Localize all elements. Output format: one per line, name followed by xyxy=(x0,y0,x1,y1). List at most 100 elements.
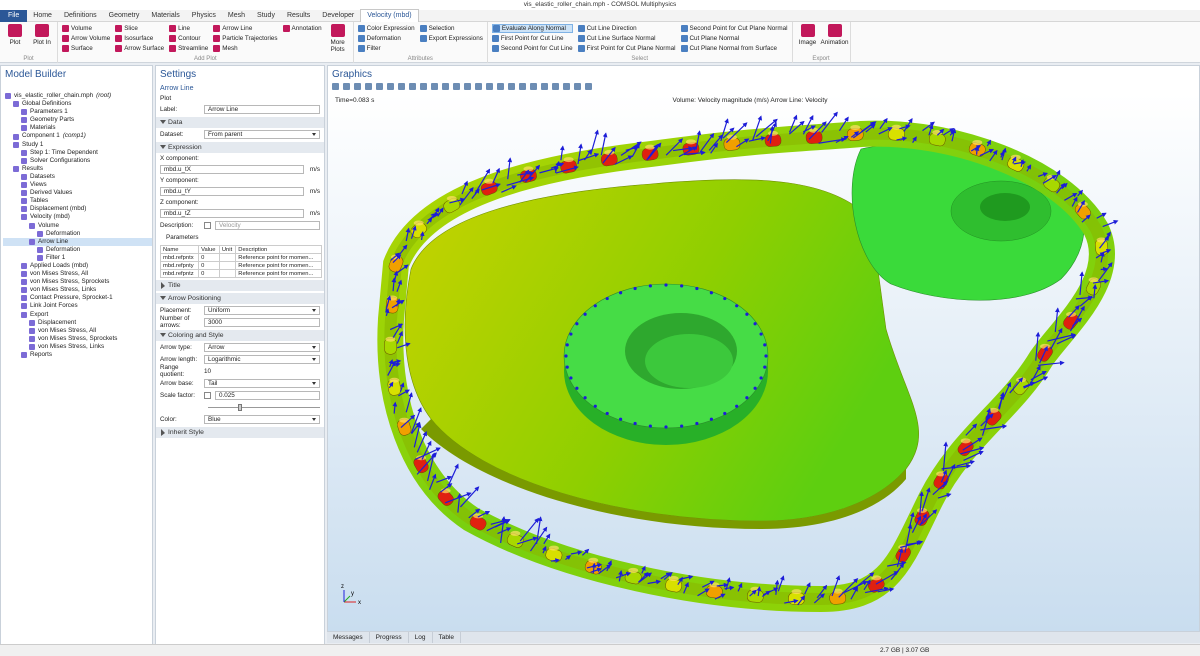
tool-icon[interactable] xyxy=(387,83,394,90)
checkbox[interactable] xyxy=(204,391,211,399)
bottom-tab[interactable]: Table xyxy=(433,632,462,643)
tool-icon[interactable] xyxy=(431,83,438,90)
section-header[interactable]: Coloring and Style xyxy=(156,330,324,341)
ribbon-item[interactable]: First Point for Cut Plane Normal xyxy=(577,44,676,53)
dropdown[interactable]: Blue xyxy=(204,414,320,424)
text-field[interactable]: Arrow Line xyxy=(204,104,320,114)
bottom-tab[interactable]: Log xyxy=(409,632,433,643)
ribbon-item[interactable]: Second Point for Cut Line xyxy=(491,44,573,53)
tool-icon[interactable] xyxy=(343,83,350,90)
tool-icon[interactable] xyxy=(508,83,515,90)
checkbox[interactable] xyxy=(204,221,211,229)
ribbon-item[interactable]: Cut Line Direction xyxy=(577,24,676,33)
tree-node[interactable]: Export xyxy=(3,311,152,319)
dropdown[interactable]: Logarithmic xyxy=(204,354,320,364)
ribbon-item[interactable]: Mesh xyxy=(213,44,277,53)
tool-icon[interactable] xyxy=(420,83,427,90)
ribbon-item[interactable]: Export Expressions xyxy=(419,34,483,43)
bottom-tab[interactable]: Progress xyxy=(370,632,409,643)
tool-icon[interactable] xyxy=(486,83,493,90)
tree-node[interactable]: Datasets xyxy=(3,173,152,181)
tool-icon[interactable] xyxy=(332,83,339,90)
tool-icon[interactable] xyxy=(530,83,537,90)
ribbon-tab[interactable]: Geometry xyxy=(108,11,140,19)
tree-node[interactable]: Parameters 1 xyxy=(3,108,152,116)
tree-node[interactable]: Volume xyxy=(3,222,152,230)
ribbon-tab[interactable]: Home xyxy=(33,11,52,19)
tree-node[interactable]: vis_elastic_roller_chain.mph (root) xyxy=(3,92,152,100)
section-header[interactable]: Expression xyxy=(156,142,324,153)
ribbon-button[interactable]: Plot In xyxy=(31,24,53,53)
tool-icon[interactable] xyxy=(519,83,526,90)
ribbon-item[interactable]: Evaluate Along Normal xyxy=(491,24,573,33)
tool-icon[interactable] xyxy=(442,83,449,90)
tree-node[interactable]: von Mises Stress, Sprockets xyxy=(3,278,152,286)
tree-node[interactable]: Velocity (mbd) xyxy=(3,213,152,221)
dropdown[interactable]: Tail xyxy=(204,378,320,388)
tree-node[interactable]: Study 1 xyxy=(3,141,152,149)
ribbon-item[interactable]: Cut Plane Normal from Surface xyxy=(680,44,788,53)
tree-node[interactable]: Displacement (mbd) xyxy=(3,205,152,213)
section-header[interactable]: Data xyxy=(156,117,324,128)
tool-icon[interactable] xyxy=(475,83,482,90)
settings-toolbar[interactable]: Plot xyxy=(160,95,172,102)
bottom-tab[interactable]: Messages xyxy=(327,632,370,643)
tree-node[interactable]: Tables xyxy=(3,197,152,205)
ribbon-tab[interactable]: Study xyxy=(257,11,275,19)
dropdown[interactable]: Uniform xyxy=(204,305,320,315)
ribbon-item[interactable]: Cut Line Surface Normal xyxy=(577,34,676,43)
ribbon-item[interactable]: Contour xyxy=(169,34,208,43)
tree-node[interactable]: Link Joint Forces xyxy=(3,302,152,310)
tree-node[interactable]: Global Definitions xyxy=(3,100,152,108)
tree-node[interactable]: Materials xyxy=(3,124,152,132)
tree-node[interactable]: Step 1: Time Dependent xyxy=(3,149,152,157)
tool-icon[interactable] xyxy=(365,83,372,90)
text-field[interactable]: 0.025 xyxy=(215,390,320,400)
ribbon-item[interactable]: Particle Trajectories xyxy=(213,34,278,43)
ribbon-item[interactable]: Arrow Volume xyxy=(62,34,110,43)
tree-node[interactable]: von Mises Stress, All xyxy=(3,327,152,335)
ribbon-tab[interactable]: Results xyxy=(286,11,311,19)
ribbon-item[interactable]: Slice xyxy=(115,24,164,33)
tree-node[interactable]: Component 1 (comp1) xyxy=(3,132,152,140)
tree-node[interactable]: Deformation xyxy=(3,246,152,254)
section-header[interactable]: Arrow Positioning xyxy=(156,293,324,304)
tool-icon[interactable] xyxy=(552,83,559,90)
tree-node[interactable]: Filter 1 xyxy=(3,254,152,262)
ribbon-tab[interactable]: Developer xyxy=(322,11,355,19)
tree-node[interactable]: Derived Values xyxy=(3,189,152,197)
tool-icon[interactable] xyxy=(497,83,504,90)
ribbon-item[interactable]: First Point for Cut Line xyxy=(491,34,573,43)
ribbon-button[interactable]: Animation xyxy=(821,24,849,53)
tree-node[interactable]: Displacement xyxy=(3,319,152,327)
ribbon-tab[interactable]: Mesh xyxy=(227,11,246,19)
ribbon-item[interactable]: Line xyxy=(169,24,208,33)
ribbon-tab[interactable]: Definitions xyxy=(63,11,97,19)
ribbon-tab[interactable]: Materials xyxy=(151,11,180,19)
tree-node[interactable]: Geometry Parts xyxy=(3,116,152,124)
ribbon-item[interactable]: Arrow Surface xyxy=(115,44,164,53)
tree-node[interactable]: Applied Loads (mbd) xyxy=(3,262,152,270)
section-header[interactable]: Inherit Style xyxy=(156,427,324,438)
ribbon-tab[interactable]: Physics xyxy=(191,11,216,19)
tree-node[interactable]: von Mises Stress, Sprockets xyxy=(3,335,152,343)
tree-node[interactable]: von Mises Stress, Links xyxy=(3,343,152,351)
tool-icon[interactable] xyxy=(563,83,570,90)
tool-icon[interactable] xyxy=(453,83,460,90)
tool-icon[interactable] xyxy=(464,83,471,90)
tree-node[interactable]: Deformation xyxy=(3,230,152,238)
contextual-tab[interactable]: Velocity (mbd) xyxy=(360,9,419,22)
section-header[interactable]: Title xyxy=(156,280,324,291)
tool-icon[interactable] xyxy=(585,83,592,90)
ribbon-item[interactable]: Volume xyxy=(62,24,110,33)
text-field[interactable]: mbd.u_tY xyxy=(160,186,304,196)
file-tab[interactable]: File xyxy=(0,9,28,22)
tree-node[interactable]: Solver Configurations xyxy=(3,157,152,165)
tool-icon[interactable] xyxy=(574,83,581,90)
text-field[interactable]: mbd.u_tX xyxy=(160,164,304,174)
tool-icon[interactable] xyxy=(376,83,383,90)
ribbon-item[interactable]: Isosurface xyxy=(115,34,164,43)
tree-node[interactable]: Results xyxy=(3,165,152,173)
ribbon-item[interactable]: Selection xyxy=(419,24,483,33)
ribbon-item[interactable]: Filter xyxy=(357,44,415,53)
